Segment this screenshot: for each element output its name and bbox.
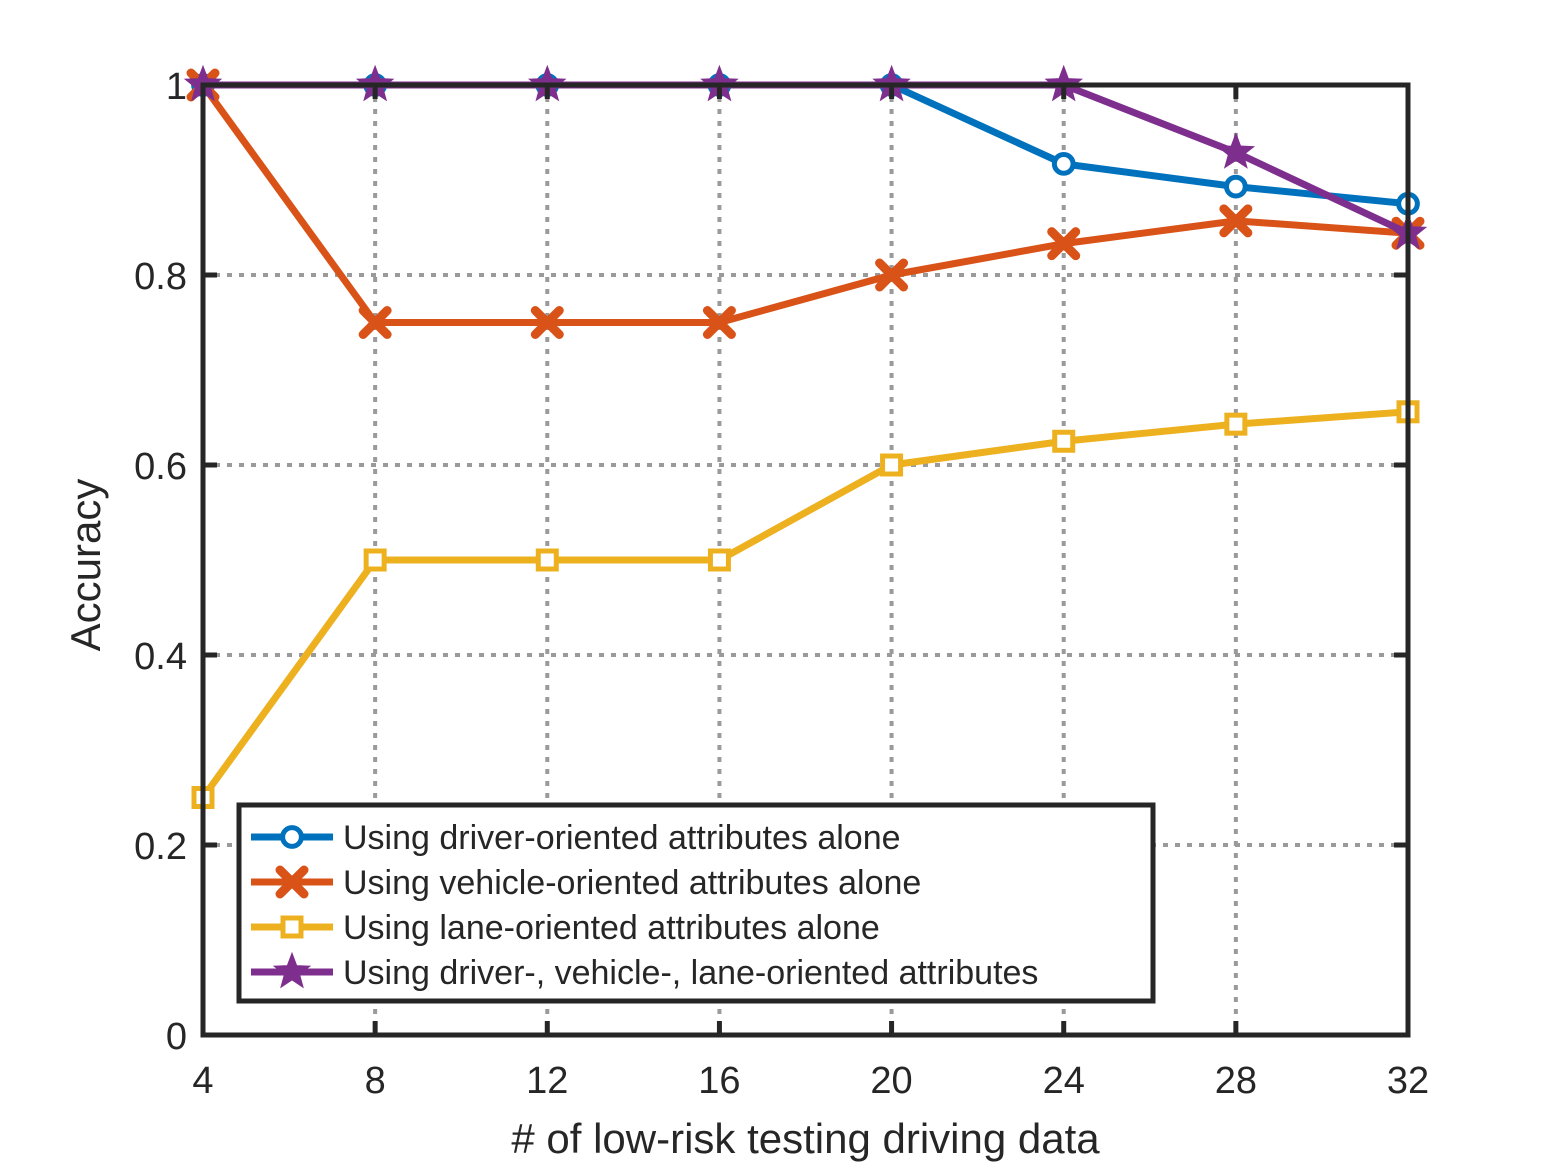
x-axis-title: # of low-risk testing driving data [511, 1115, 1100, 1162]
legend-label: Using driver-, vehicle-, lane-oriented a… [343, 954, 1038, 992]
x-marker [530, 306, 564, 339]
square-marker [1052, 429, 1076, 453]
star-marker [272, 951, 312, 989]
x-tick-label: 4 [192, 1060, 213, 1102]
y-axis-title: Accuracy [62, 479, 109, 652]
x-marker [358, 306, 392, 339]
x-marker-center [285, 875, 299, 889]
x-marker [702, 306, 736, 339]
legend: Using driver-oriented attributes alone Us… [236, 802, 1156, 1004]
x-marker-center [1057, 237, 1071, 251]
legend-item: Using driver-oriented attributes alone [251, 819, 901, 857]
legend-item: Using driver-, vehicle-, lane-oriented a… [251, 951, 1038, 992]
square-marker [707, 548, 731, 572]
series-lines [183, 64, 1428, 809]
x-tick-label: 12 [526, 1060, 568, 1102]
legend-box [236, 802, 1156, 1004]
square-marker [280, 915, 304, 939]
x-marker-center [1229, 214, 1243, 228]
x-marker [1219, 204, 1253, 238]
x-tick-label: 28 [1215, 1060, 1257, 1102]
y-tick-label: 0.2 [134, 826, 187, 868]
x-marker [875, 258, 909, 292]
plot-frame [200, 82, 1411, 1038]
legend-label: Using driver-oriented attributes alone [343, 819, 901, 857]
legend-label: Using vehicle-oriented attributes alone [343, 864, 921, 902]
square-marker [1224, 412, 1248, 436]
y-tick-label: 0.6 [134, 446, 187, 488]
tick-labels: 4 8 12 16 20 24 28 32 0 0.2 0.4 0.6 0.8 1 [134, 66, 1429, 1102]
legend-label: Using lane-oriented attributes alone [343, 909, 880, 947]
x-marker-center [368, 315, 382, 330]
square-marker [363, 548, 387, 572]
y-tick-label: 0.4 [134, 636, 187, 678]
x-tick-label: 8 [365, 1060, 386, 1102]
circle-marker [280, 825, 304, 849]
square-marker [880, 453, 904, 477]
series-line [200, 82, 1409, 326]
square-marker [535, 548, 559, 572]
y-tick-label: 0.8 [134, 256, 187, 298]
series-line [200, 408, 1409, 800]
legend-item: Using lane-oriented attributes alone [251, 909, 880, 947]
x-marker [1047, 227, 1081, 261]
y-tick-label: 0 [166, 1016, 187, 1058]
x-tick-label: 16 [698, 1060, 740, 1102]
x-tick-label: 32 [1387, 1060, 1429, 1102]
x-marker-center [712, 315, 727, 330]
star-marker [1216, 132, 1256, 169]
circle-marker [1223, 174, 1248, 199]
x-tick-label: 24 [1043, 1060, 1085, 1102]
x-marker-center [540, 315, 554, 330]
circle-marker [1051, 151, 1076, 176]
legend-item: Using vehicle-oriented attributes alone [251, 864, 921, 902]
y-tick-label: 1 [166, 66, 187, 108]
x-tick-label: 20 [870, 1060, 912, 1102]
x-marker-center [884, 268, 899, 282]
axes [200, 82, 1411, 1038]
x-marker [275, 865, 309, 899]
